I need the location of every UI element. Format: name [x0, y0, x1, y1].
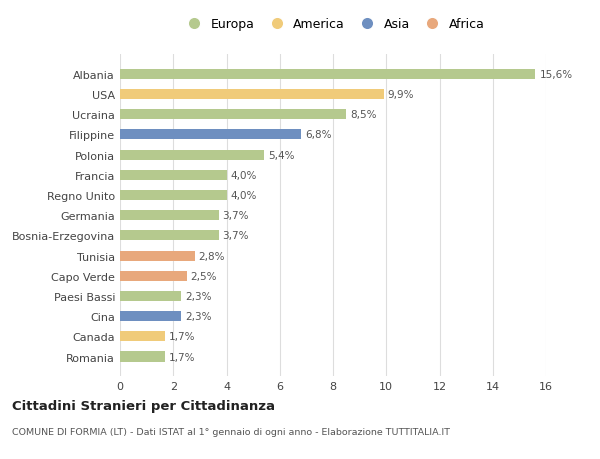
Text: 4,0%: 4,0%: [230, 170, 257, 180]
Bar: [120, 271, 187, 281]
Text: 3,7%: 3,7%: [223, 211, 249, 221]
Text: Cittadini Stranieri per Cittadinanza: Cittadini Stranieri per Cittadinanza: [12, 399, 275, 412]
Text: 1,7%: 1,7%: [169, 352, 196, 362]
Text: 2,3%: 2,3%: [185, 291, 212, 301]
Text: 2,8%: 2,8%: [199, 251, 225, 261]
Bar: [120, 211, 218, 221]
Text: 5,4%: 5,4%: [268, 150, 294, 160]
Text: 1,7%: 1,7%: [169, 331, 196, 341]
Text: 6,8%: 6,8%: [305, 130, 332, 140]
Bar: [120, 130, 301, 140]
Bar: [120, 311, 181, 321]
Bar: [120, 70, 535, 80]
Bar: [120, 352, 165, 362]
Text: COMUNE DI FORMIA (LT) - Dati ISTAT al 1° gennaio di ogni anno - Elaborazione TUT: COMUNE DI FORMIA (LT) - Dati ISTAT al 1°…: [12, 427, 450, 436]
Text: 8,5%: 8,5%: [350, 110, 377, 120]
Bar: [120, 331, 165, 341]
Bar: [120, 251, 194, 261]
Bar: [120, 170, 227, 180]
Bar: [120, 150, 264, 160]
Text: 15,6%: 15,6%: [539, 70, 572, 80]
Bar: [120, 291, 181, 302]
Text: 9,9%: 9,9%: [388, 90, 414, 100]
Bar: [120, 90, 383, 100]
Legend: Europa, America, Asia, Africa: Europa, America, Asia, Africa: [176, 13, 490, 36]
Bar: [120, 110, 346, 120]
Text: 2,3%: 2,3%: [185, 312, 212, 321]
Text: 4,0%: 4,0%: [230, 190, 257, 201]
Bar: [120, 231, 218, 241]
Text: 2,5%: 2,5%: [191, 271, 217, 281]
Bar: [120, 190, 227, 201]
Text: 3,7%: 3,7%: [223, 231, 249, 241]
